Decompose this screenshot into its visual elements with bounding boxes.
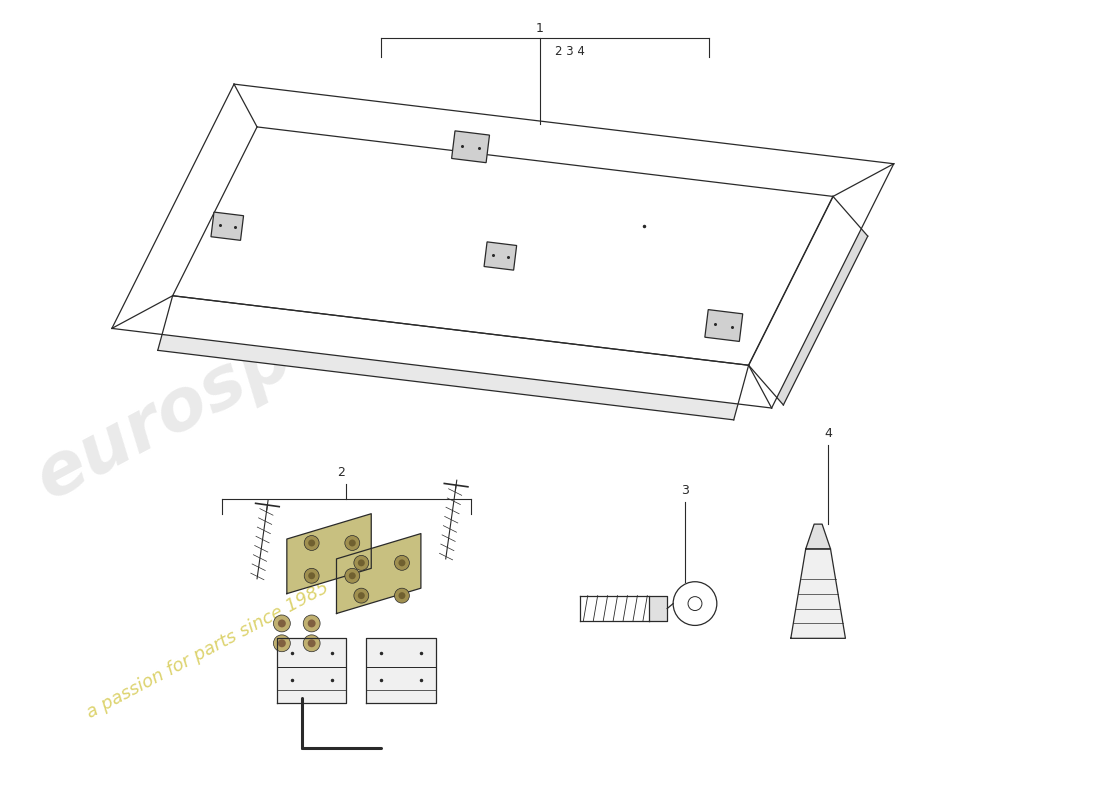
Circle shape [308,619,316,627]
Text: a passion for parts since 1985: a passion for parts since 1985 [84,578,332,722]
Circle shape [354,555,368,570]
Circle shape [304,635,320,652]
Circle shape [308,539,315,546]
Circle shape [349,539,355,546]
Circle shape [358,592,365,599]
Circle shape [344,568,360,583]
Polygon shape [173,127,833,366]
Polygon shape [484,242,517,270]
Text: 4: 4 [824,426,832,440]
Circle shape [398,559,406,566]
Circle shape [278,619,286,627]
Text: 1: 1 [536,22,544,34]
Circle shape [688,597,702,610]
Polygon shape [157,296,749,420]
Text: 2 3 4: 2 3 4 [556,46,585,58]
Polygon shape [366,638,436,703]
Polygon shape [211,212,243,240]
Circle shape [358,559,365,566]
Polygon shape [805,524,830,549]
Circle shape [344,535,360,550]
Polygon shape [705,310,742,342]
Circle shape [308,572,315,579]
Polygon shape [287,514,372,594]
Text: 2: 2 [338,466,345,479]
Polygon shape [112,84,894,408]
Polygon shape [649,596,668,621]
Circle shape [398,592,406,599]
Polygon shape [791,549,846,638]
Circle shape [304,615,320,632]
Circle shape [673,582,717,626]
Circle shape [395,588,409,603]
Polygon shape [749,197,868,405]
Polygon shape [452,131,490,162]
Circle shape [274,635,290,652]
Polygon shape [337,534,421,614]
Circle shape [274,615,290,632]
Circle shape [305,568,319,583]
Text: 3: 3 [681,484,689,498]
Circle shape [354,588,368,603]
Circle shape [308,639,316,647]
Polygon shape [277,638,346,703]
Circle shape [349,572,355,579]
Text: eurospares: eurospares [24,239,460,514]
Circle shape [395,555,409,570]
Circle shape [278,639,286,647]
Circle shape [305,535,319,550]
